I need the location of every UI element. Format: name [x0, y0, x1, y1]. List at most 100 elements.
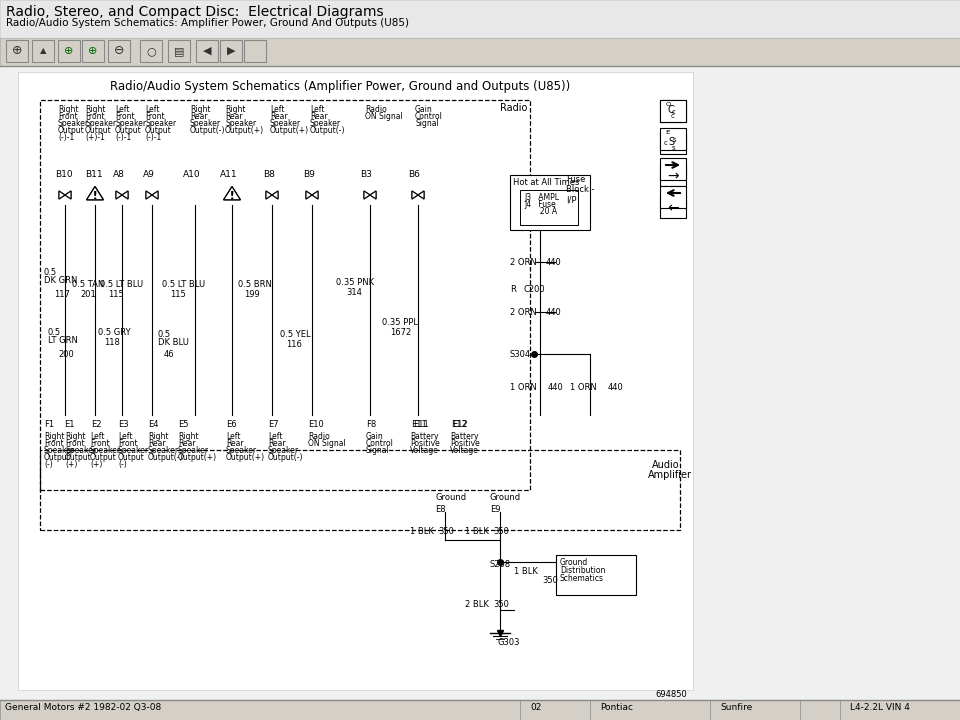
Text: 115: 115: [170, 290, 185, 299]
Text: Front: Front: [90, 439, 109, 448]
Bar: [660, 100, 686, 122]
Text: 440: 440: [546, 258, 562, 267]
Text: J4   Fuse: J4 Fuse: [524, 200, 556, 209]
Bar: [58, 40, 80, 62]
Text: Positive: Positive: [410, 439, 440, 448]
Text: Speaker: Speaker: [65, 446, 96, 455]
Text: !: !: [93, 191, 97, 201]
Text: 440: 440: [548, 383, 564, 392]
Text: s: s: [671, 145, 675, 151]
Text: Radio: Radio: [308, 432, 329, 441]
Text: Left: Left: [145, 105, 159, 114]
Text: S: S: [668, 137, 674, 147]
Text: Rear: Rear: [190, 112, 207, 121]
Text: ○: ○: [146, 46, 156, 56]
Text: Signal: Signal: [366, 446, 390, 455]
Text: Right: Right: [85, 105, 106, 114]
Polygon shape: [412, 191, 418, 199]
Text: Schematics: Schematics: [560, 574, 604, 583]
Text: Left: Left: [268, 432, 282, 441]
Text: 314: 314: [346, 288, 362, 297]
Polygon shape: [306, 191, 312, 199]
Bar: [556, 555, 636, 595]
Text: Rear: Rear: [270, 112, 288, 121]
Bar: [196, 40, 218, 62]
Text: E11: E11: [411, 420, 427, 429]
Text: E7: E7: [268, 420, 278, 429]
Text: Rear: Rear: [225, 112, 243, 121]
Text: E8: E8: [435, 505, 445, 514]
Polygon shape: [418, 191, 424, 199]
Text: (-)-1: (-)-1: [115, 133, 132, 142]
Text: B10: B10: [55, 170, 73, 179]
Polygon shape: [65, 191, 71, 199]
Text: Audio: Audio: [652, 460, 680, 470]
Text: Left: Left: [118, 432, 132, 441]
Text: (-)-1: (-)-1: [58, 133, 74, 142]
Text: Front: Front: [115, 112, 134, 121]
Polygon shape: [370, 191, 376, 199]
Text: 02: 02: [530, 703, 541, 712]
Bar: [18, 72, 693, 690]
Text: 115: 115: [108, 290, 124, 299]
Text: (+)-1: (+)-1: [85, 133, 105, 142]
Text: 199: 199: [244, 290, 260, 299]
Text: E12: E12: [452, 420, 468, 429]
Text: !: !: [93, 191, 97, 201]
Bar: [6, 40, 28, 62]
Text: 117: 117: [54, 290, 70, 299]
Text: Output: Output: [85, 126, 111, 135]
Text: F8: F8: [366, 420, 376, 429]
Text: 118: 118: [104, 338, 120, 347]
Text: E5: E5: [178, 420, 188, 429]
Text: 350: 350: [493, 600, 509, 609]
Text: ⊕: ⊕: [64, 46, 74, 56]
Text: 1 BLK: 1 BLK: [514, 567, 538, 576]
Bar: [0, 0, 960, 45]
Text: Positive: Positive: [450, 439, 480, 448]
Text: 116: 116: [286, 340, 301, 349]
Text: Control: Control: [366, 439, 394, 448]
Bar: [660, 158, 686, 180]
Text: E2: E2: [91, 420, 102, 429]
Text: (-): (-): [118, 460, 127, 469]
Text: (+): (+): [90, 460, 103, 469]
Text: 200: 200: [58, 350, 74, 359]
Text: Speaker: Speaker: [85, 119, 116, 128]
Polygon shape: [122, 191, 128, 199]
Text: E1: E1: [64, 420, 75, 429]
Bar: [660, 186, 686, 208]
Text: E11: E11: [413, 420, 429, 429]
Text: 350: 350: [542, 576, 558, 585]
Text: Battery: Battery: [410, 432, 439, 441]
Text: Rear: Rear: [310, 112, 327, 121]
Text: Speaker: Speaker: [226, 446, 257, 455]
Polygon shape: [364, 191, 370, 199]
Text: Front: Front: [65, 439, 84, 448]
Polygon shape: [306, 191, 312, 199]
Text: B8: B8: [263, 170, 275, 179]
Text: Speaker: Speaker: [148, 446, 180, 455]
Text: !: !: [229, 191, 234, 201]
Bar: [168, 40, 190, 62]
Text: 2 ORN: 2 ORN: [510, 258, 537, 267]
Text: s: s: [672, 137, 676, 143]
Text: 440: 440: [546, 308, 562, 317]
Text: Voltage: Voltage: [410, 446, 439, 455]
Text: Speaker: Speaker: [268, 446, 300, 455]
Text: Rear: Rear: [178, 439, 196, 448]
Text: Signal: Signal: [415, 119, 439, 128]
Text: Fuse
Block -
I/P: Fuse Block - I/P: [566, 175, 594, 204]
Text: Left: Left: [310, 105, 324, 114]
Polygon shape: [266, 191, 272, 199]
Polygon shape: [59, 191, 65, 199]
Text: Front: Front: [145, 112, 164, 121]
Text: Speaker: Speaker: [310, 119, 341, 128]
Text: Amplifier: Amplifier: [648, 470, 692, 480]
Text: 0.5 YEL: 0.5 YEL: [280, 330, 311, 339]
Bar: [220, 40, 242, 62]
Text: Ground: Ground: [560, 558, 588, 567]
Text: 0.5: 0.5: [48, 328, 61, 337]
Polygon shape: [224, 186, 240, 199]
Text: 0.5 BRN: 0.5 BRN: [238, 280, 272, 289]
